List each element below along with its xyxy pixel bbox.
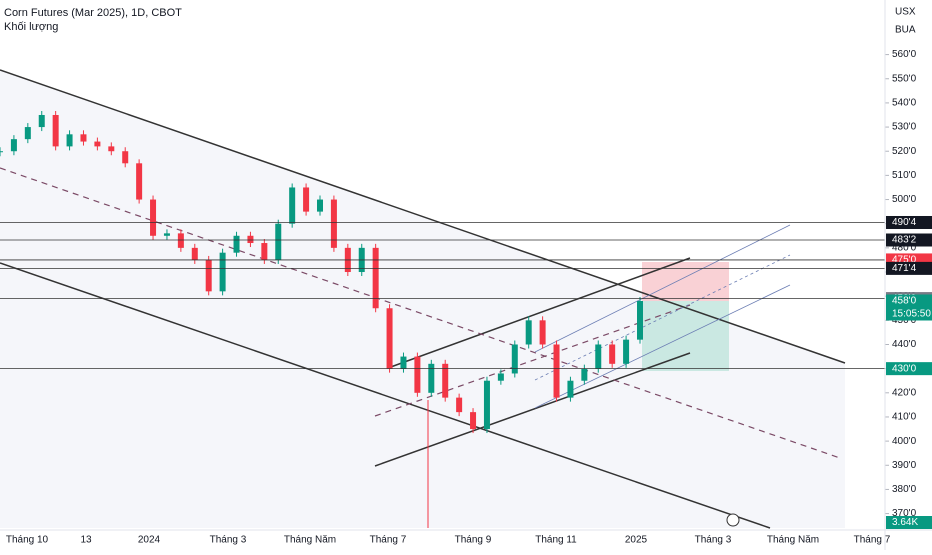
candle xyxy=(150,199,157,236)
countdown: 15:05:50 xyxy=(892,309,931,320)
y-tick-label: 440'0 xyxy=(892,339,917,350)
price-tag xyxy=(886,362,932,376)
candle xyxy=(289,187,296,224)
x-tick-label: 2025 xyxy=(625,535,648,546)
candle xyxy=(38,114,45,128)
candle xyxy=(261,243,268,260)
candle xyxy=(205,259,212,292)
y-tick-label: 400'0 xyxy=(892,436,917,447)
currency[interactable]: USX xyxy=(895,7,916,18)
y-tick-label: 380'0 xyxy=(892,484,917,495)
price-tag-label: 471'4 xyxy=(892,263,917,274)
candle xyxy=(497,373,504,381)
candle xyxy=(414,356,421,393)
x-tick-label: Tháng Năm xyxy=(767,535,819,546)
price-tag-label: 430'0 xyxy=(892,363,917,374)
volume-tag-label: 3.64K xyxy=(892,517,918,528)
candle xyxy=(553,344,560,398)
candle xyxy=(442,363,449,398)
trend-lines xyxy=(0,69,846,529)
candle xyxy=(581,368,588,381)
volume-label: Khối lượng xyxy=(4,21,58,33)
candle xyxy=(66,134,73,147)
volume-tag xyxy=(886,516,932,529)
thin-channel xyxy=(534,224,791,409)
candle xyxy=(303,187,310,212)
candle xyxy=(247,235,254,244)
x-tick-label: Tháng Năm xyxy=(284,535,336,546)
x-tick-label: 2024 xyxy=(138,535,161,546)
price-tag xyxy=(886,294,932,321)
candle xyxy=(428,363,435,393)
target-zone xyxy=(642,301,729,371)
candle xyxy=(637,301,643,340)
price-tag xyxy=(886,215,932,229)
candle xyxy=(470,412,477,430)
unit[interactable]: BUA xyxy=(895,25,916,36)
candle xyxy=(163,233,170,236)
candle xyxy=(94,141,101,147)
x-tick-label: Tháng 7 xyxy=(370,535,407,546)
title: Corn Futures (Mar 2025), 1D, CBOT xyxy=(4,7,182,19)
y-tick-label: 520'0 xyxy=(892,146,917,157)
candle xyxy=(136,163,143,200)
x-tick-label: Tháng 10 xyxy=(6,535,49,546)
candle xyxy=(567,380,574,398)
y-tick-label: 410'0 xyxy=(892,412,917,423)
price-tag-label: 475'0 xyxy=(892,255,917,266)
candle xyxy=(233,235,240,253)
candle xyxy=(386,308,393,369)
candle xyxy=(24,127,31,140)
candle xyxy=(317,199,323,212)
candle xyxy=(330,199,337,248)
x-tick-label: Tháng 3 xyxy=(695,535,732,546)
price-tag xyxy=(886,233,932,247)
candle xyxy=(595,344,602,369)
candle xyxy=(191,247,198,260)
candle xyxy=(372,247,379,309)
y-tick-label: 390'0 xyxy=(892,460,917,471)
candle xyxy=(219,252,226,292)
candle xyxy=(177,233,184,248)
y-tick-label: 560'0 xyxy=(892,49,917,60)
candle xyxy=(483,380,490,430)
y-tick-label: 370'0 xyxy=(892,508,917,519)
price-tag xyxy=(886,261,932,275)
candle xyxy=(511,344,518,374)
price-tag-label: 483'2 xyxy=(892,235,917,246)
x-tick-label: Tháng 7 xyxy=(854,535,891,546)
stop-zone xyxy=(642,262,729,301)
candle xyxy=(108,146,115,152)
candle xyxy=(10,139,17,152)
y-tick-label: 550'0 xyxy=(892,73,917,84)
price-tag-label: 490'4 xyxy=(892,217,917,228)
x-tick-label: Tháng 11 xyxy=(535,535,577,546)
candle xyxy=(80,134,87,142)
candle xyxy=(0,151,3,153)
y-tick-label: 530'0 xyxy=(892,122,917,133)
x-tick-label: 13 xyxy=(80,535,92,546)
y-tick-label: 480'0 xyxy=(892,242,917,253)
candle xyxy=(525,320,532,345)
channel-fill xyxy=(0,70,845,528)
event-icon[interactable] xyxy=(726,513,740,527)
candle xyxy=(539,320,546,345)
candle xyxy=(122,151,129,164)
candle xyxy=(623,339,630,364)
candle xyxy=(275,223,282,260)
x-tick-label: Tháng 9 xyxy=(455,535,492,546)
y-tick-label: 500'0 xyxy=(892,194,917,205)
y-tick-label: 510'0 xyxy=(892,170,917,181)
candle xyxy=(609,344,616,364)
y-tick-label: 540'0 xyxy=(892,98,917,109)
candle xyxy=(52,114,59,147)
candle xyxy=(400,356,407,369)
candle xyxy=(456,397,463,413)
x-tick-label: Tháng 3 xyxy=(210,535,247,546)
y-tick-label: 420'0 xyxy=(892,387,917,398)
price-tag-label: 458'0 xyxy=(892,296,917,307)
